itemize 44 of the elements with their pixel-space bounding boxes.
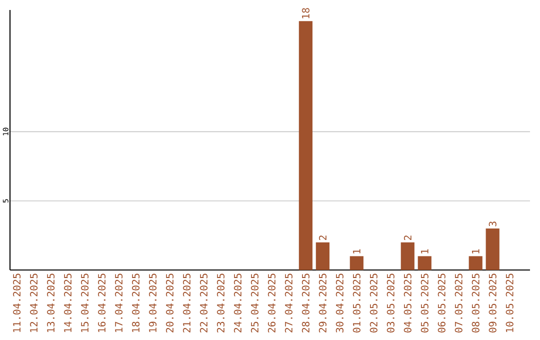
x-tick-label: 24.04.2025 (234, 274, 242, 332)
x-tick-label: 14.04.2025 (64, 274, 72, 332)
data-label: 1 (353, 249, 360, 254)
x-tick-label: 07.05.2025 (454, 274, 462, 332)
bar (350, 256, 364, 270)
x-tick-label: 06.05.2025 (438, 274, 446, 332)
data-label: 1 (421, 249, 428, 254)
x-tick-label: 11.04.2025 (13, 274, 21, 332)
bar (298, 21, 312, 270)
bar (418, 256, 432, 270)
data-label: 1 (472, 249, 480, 254)
x-tick-label: 04.05.2025 (404, 274, 412, 332)
x-tick-label: 17.04.2025 (114, 274, 123, 332)
x-tick-label: 01.05.2025 (352, 274, 360, 332)
data-label: 2 (318, 236, 326, 240)
x-tick-label: 27.04.2025 (284, 274, 292, 332)
x-tick-label: 08.05.2025 (472, 274, 480, 332)
x-tick-label: 29.04.2025 (318, 274, 326, 332)
bar (316, 242, 330, 270)
x-tick-label: 12.04.2025 (30, 274, 38, 332)
bar (400, 242, 414, 270)
x-tick-label: 26.04.2025 (268, 274, 276, 332)
x-tick-label: 13.04.2025 (47, 274, 55, 332)
x-tick-label: 20.04.2025 (166, 274, 174, 332)
data-label: 18 (302, 8, 310, 18)
x-tick-label: 09.05.2025 (488, 274, 496, 332)
x-tick-label: 16.04.2025 (98, 274, 106, 332)
x-tick-label: 03.05.2025 (386, 274, 394, 332)
x-tick-label: 23.04.2025 (216, 274, 225, 332)
x-tick-label: 22.04.2025 (200, 274, 208, 332)
x-tick-label: 28.04.2025 (302, 274, 310, 332)
bar (486, 228, 500, 270)
x-tick-label: 30.04.2025 (336, 274, 344, 332)
data-label: 3 (488, 222, 496, 226)
x-tick-label: 19.04.2025 (148, 274, 157, 332)
x-tick-label: 02.05.2025 (370, 274, 378, 332)
x-tick-label: 21.04.2025 (182, 274, 191, 332)
x-tick-label: 15.04.2025 (80, 274, 89, 332)
bar (468, 256, 482, 270)
x-tick-label: 18.04.2025 (132, 274, 140, 332)
x-tick-label: 05.05.2025 (420, 274, 428, 332)
x-tick-label: 25.04.2025 (250, 274, 258, 332)
data-label: 2 (404, 236, 412, 240)
x-tick-label: 10.05.2025 (506, 274, 514, 332)
